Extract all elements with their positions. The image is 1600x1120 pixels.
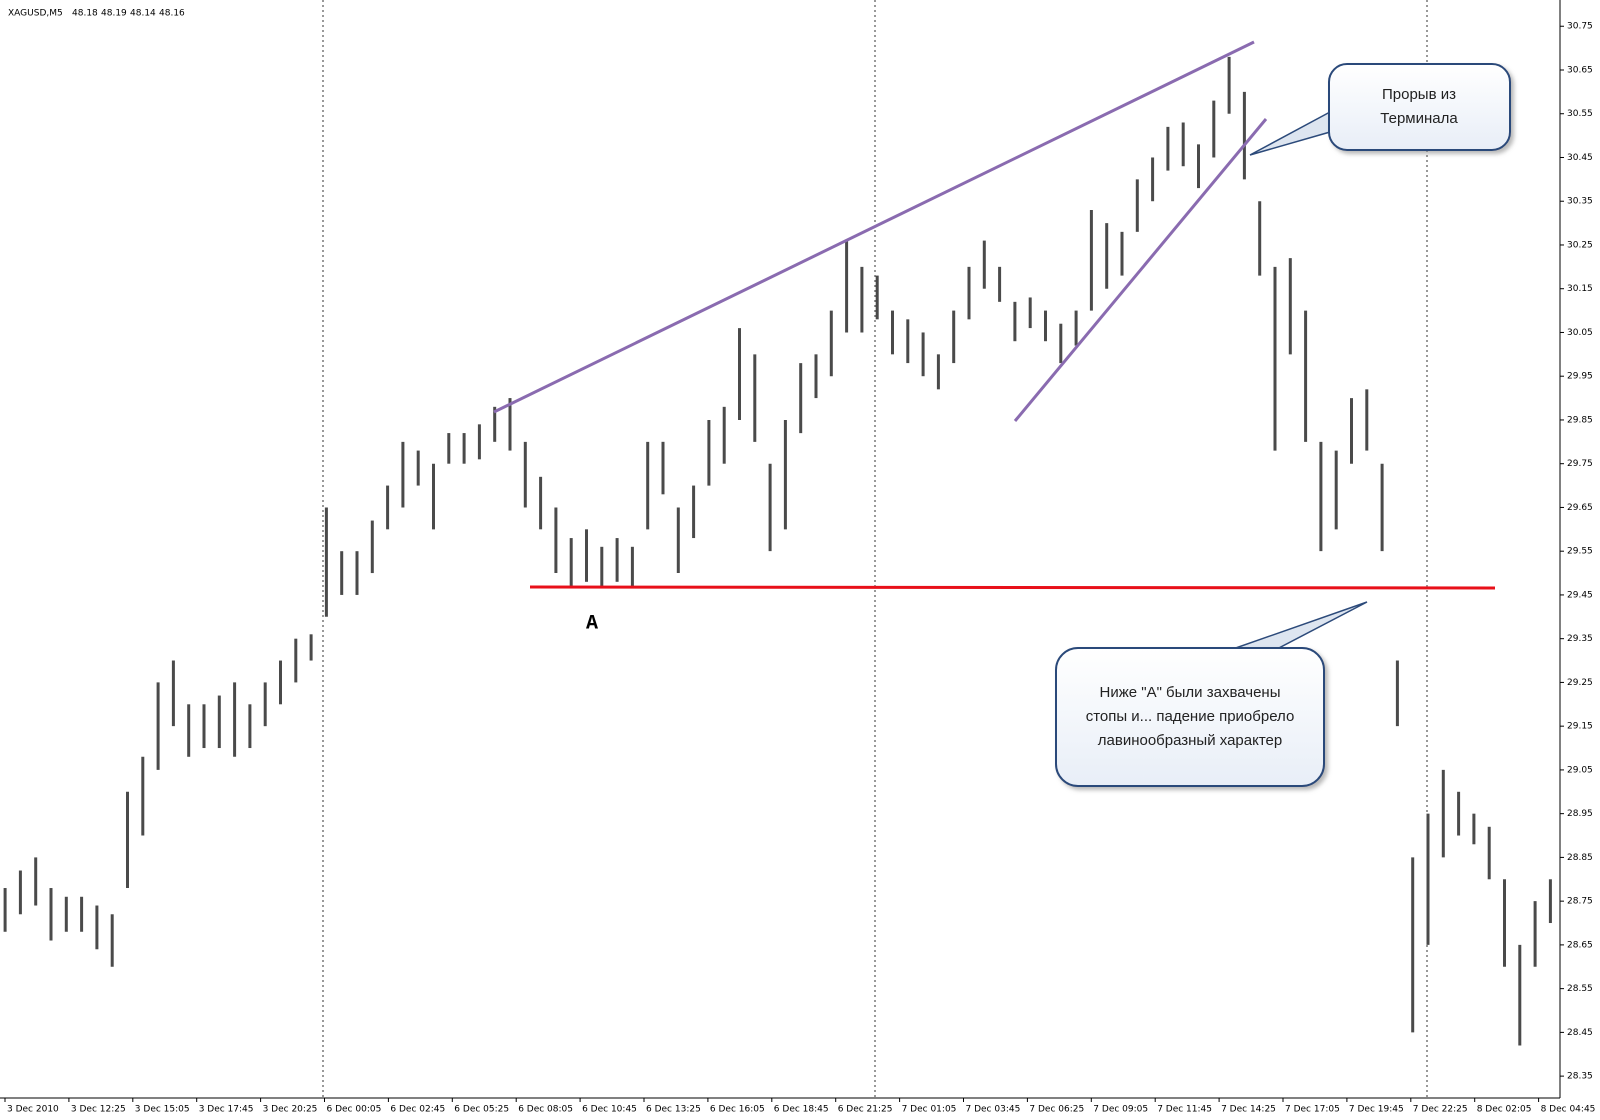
x-tick-label: 6 Dec 02:45	[390, 1105, 445, 1115]
x-tick-label: 3 Dec 15:05	[135, 1105, 190, 1115]
y-tick-label: 28.45	[1567, 1028, 1593, 1038]
y-tick-label: 28.85	[1567, 853, 1593, 863]
callout-line: Терминала	[1380, 110, 1458, 127]
quote-value: 48.14	[130, 9, 156, 19]
callout-text: Ниже "А" были захвачены стопы и... падени…	[1086, 684, 1295, 749]
y-tick-label: 29.85	[1567, 415, 1593, 425]
x-tick-label: 8 Dec 02:05	[1477, 1105, 1532, 1115]
y-tick-label: 29.05	[1567, 765, 1593, 775]
y-tick-label: 29.95	[1567, 372, 1593, 382]
y-tick-label: 29.35	[1567, 634, 1593, 644]
plot: 28.35 28.45 28.55 28.65 28.75 28.85 28.95 29.05…	[4, 22, 1596, 1115]
support-line	[529, 585, 1496, 590]
x-tick-label: 6 Dec 21:25	[838, 1105, 893, 1115]
callout-line: лавинообразный характер	[1098, 732, 1282, 749]
x-tick-label: 7 Dec 01:05	[902, 1105, 957, 1115]
y-tick-label: 29.15	[1567, 722, 1593, 732]
y-tick-label: 28.35	[1567, 1072, 1593, 1082]
x-tick-label: 6 Dec 10:45	[582, 1105, 637, 1115]
x-tick-label: 7 Dec 09:05	[1093, 1105, 1148, 1115]
quote: 48.18 48.19 48.14 48.16	[72, 9, 185, 19]
y-tick-label: 29.65	[1567, 503, 1593, 513]
y-tick-label: 30.35	[1567, 197, 1593, 207]
callout-line: Ниже "А" были захвачены	[1099, 684, 1280, 701]
callout-line: Прорыв из	[1382, 86, 1456, 103]
y-tick-label: 28.95	[1567, 809, 1593, 819]
trend-line	[1013, 118, 1268, 422]
x-tick-label: 3 Dec 12:25	[71, 1105, 126, 1115]
y-tick-label: 28.65	[1567, 940, 1593, 950]
y-tick-label: 30.75	[1567, 22, 1593, 32]
quote-value: 48.19	[101, 9, 127, 19]
trend-line	[493, 40, 1255, 414]
y-tick-label: 28.75	[1567, 897, 1593, 907]
x-tick-label: 6 Dec 18:45	[774, 1105, 829, 1115]
y-tick-label: 29.55	[1567, 547, 1593, 557]
callout: Ниже "А" были захвачены стопы и... падени…	[1055, 601, 1368, 787]
callout-box	[1055, 647, 1325, 787]
x-tick-label: 7 Dec 17:05	[1285, 1105, 1340, 1115]
y-tick-label: 30.15	[1567, 284, 1593, 294]
x-tick-label: 6 Dec 05:25	[454, 1105, 509, 1115]
x-tick-label: 7 Dec 11:45	[1157, 1105, 1212, 1115]
x-tick-label: 6 Dec 16:05	[710, 1105, 765, 1115]
y-tick-label: 30.55	[1567, 109, 1593, 119]
symbol-title: XAGUSD,M5	[8, 9, 63, 19]
callout-text: Прорыв из Терминала	[1380, 86, 1458, 127]
y-tick-label: 30.05	[1567, 328, 1593, 338]
y-tick-label: 28.55	[1567, 984, 1593, 994]
callout: Прорыв из Терминала	[1249, 63, 1511, 156]
y-tick-label: 29.45	[1567, 590, 1593, 600]
level-label: A	[586, 612, 598, 635]
y-tick-label: 29.75	[1567, 459, 1593, 469]
callout-line: стопы и... падение приобрело	[1086, 708, 1295, 725]
y-tick-label: 30.65	[1567, 65, 1593, 75]
x-tick-label: 7 Dec 22:25	[1413, 1105, 1468, 1115]
callout-box	[1328, 63, 1511, 151]
y-tick-label: 30.25	[1567, 240, 1593, 250]
x-tick-label: 6 Dec 08:05	[518, 1105, 573, 1115]
y-tick-label: 30.45	[1567, 153, 1593, 163]
y-tick-label: 29.25	[1567, 678, 1593, 688]
x-tick-label: 3 Dec 17:45	[199, 1105, 254, 1115]
bars	[3, 56, 1552, 1046]
x-tick-label: 6 Dec 00:05	[327, 1105, 382, 1115]
x-tick-label: 7 Dec 06:25	[1029, 1105, 1084, 1115]
quote-value: 48.18	[72, 9, 98, 19]
x-tick-label: 6 Dec 13:25	[646, 1105, 701, 1115]
x-tick-label: 8 Dec 04:45	[1541, 1105, 1596, 1115]
x-tick-label: 7 Dec 19:45	[1349, 1105, 1404, 1115]
x-tick-label: 7 Dec 14:25	[1221, 1105, 1276, 1115]
quote-value: 48.16	[159, 9, 185, 19]
x-tick-label: 7 Dec 03:45	[966, 1105, 1021, 1115]
x-tick-label: 3 Dec 2010	[7, 1105, 59, 1115]
x-tick-label: 3 Dec 20:25	[263, 1105, 318, 1115]
